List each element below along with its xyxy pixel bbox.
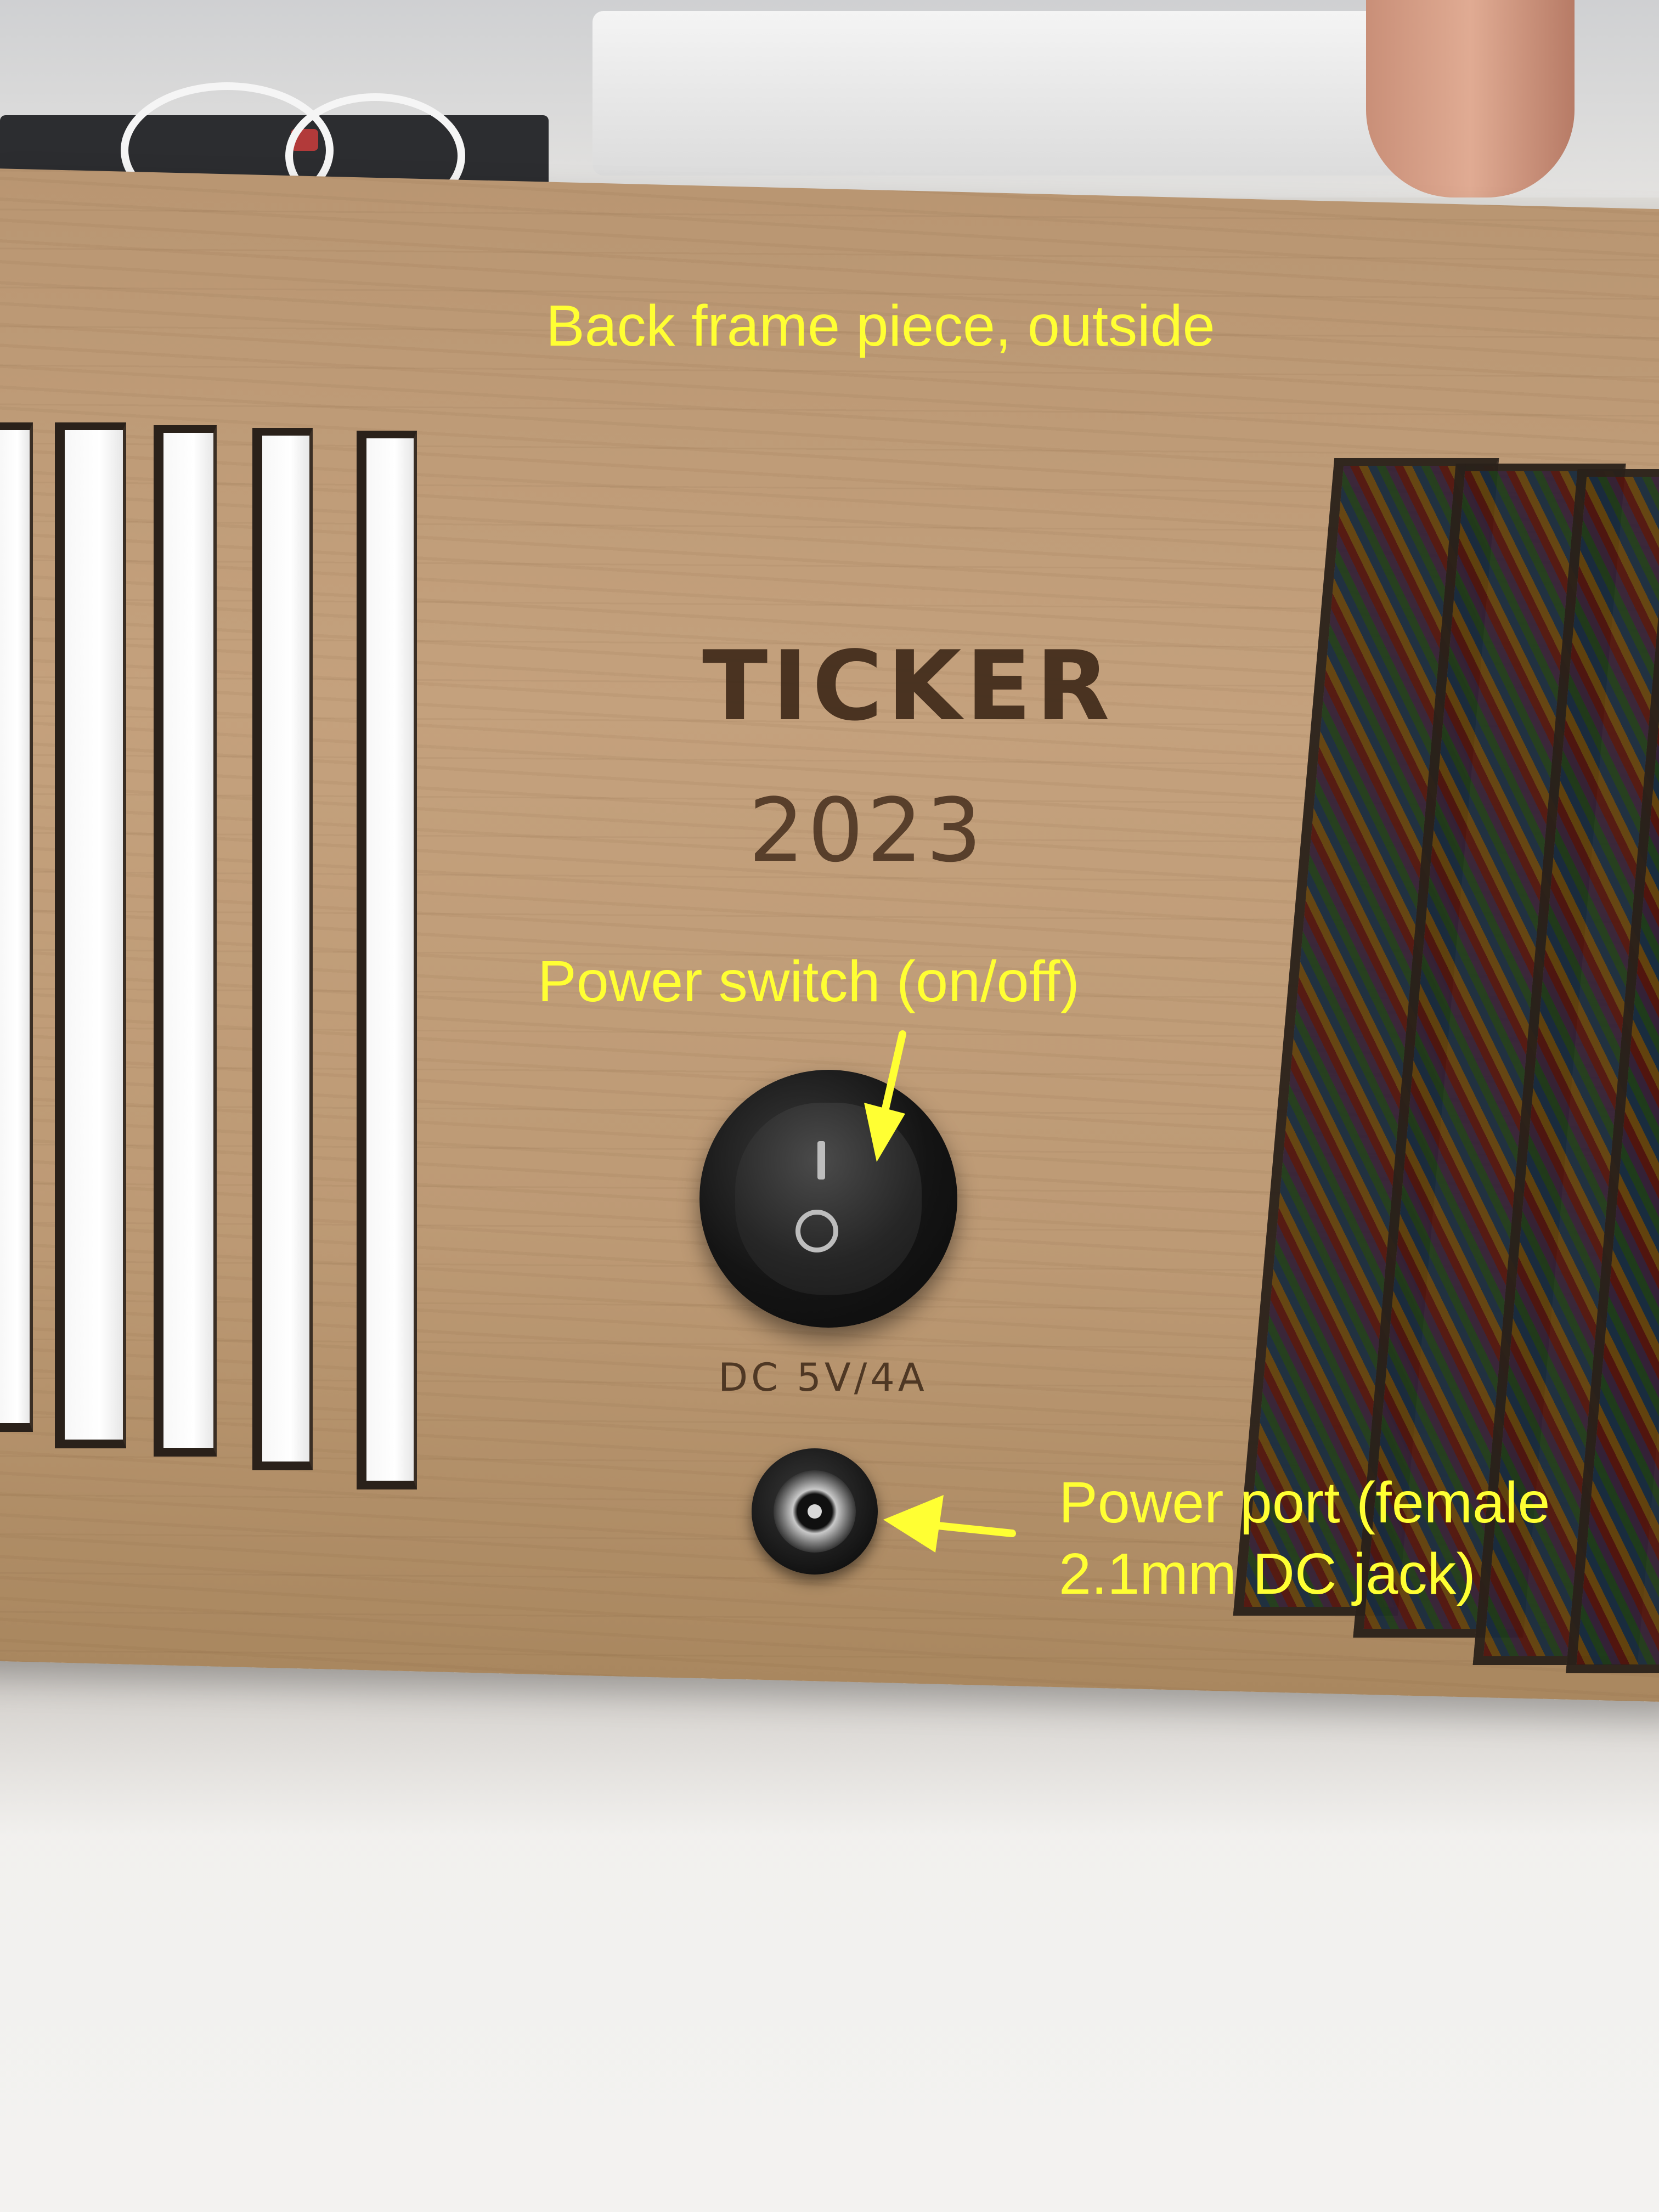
port-annotation-line2: 2.1mm DC jack) bbox=[1059, 1542, 1476, 1606]
switch-off-symbol-icon bbox=[795, 1210, 838, 1252]
background-white-box bbox=[592, 11, 1415, 176]
heading-annotation: Back frame piece, outside bbox=[546, 294, 1215, 358]
switch-annotation: Power switch (on/off) bbox=[538, 949, 1080, 1014]
switch-on-symbol-icon bbox=[817, 1141, 825, 1180]
engraved-year: 2023 bbox=[748, 779, 985, 882]
engraved-power-rating: DC 5V/4A bbox=[718, 1355, 928, 1400]
dc-power-jack-pin bbox=[808, 1504, 822, 1519]
finger bbox=[1366, 0, 1575, 198]
power-switch-rocker[interactable] bbox=[735, 1103, 922, 1295]
vent-slot bbox=[55, 422, 126, 1448]
vent-slot bbox=[357, 431, 417, 1489]
port-annotation-line1: Power port (female bbox=[1059, 1470, 1550, 1535]
vent-slot bbox=[252, 428, 313, 1470]
vent-slot bbox=[154, 425, 217, 1457]
engraved-title: TICKER bbox=[702, 631, 1114, 742]
vent-slot bbox=[0, 422, 33, 1432]
